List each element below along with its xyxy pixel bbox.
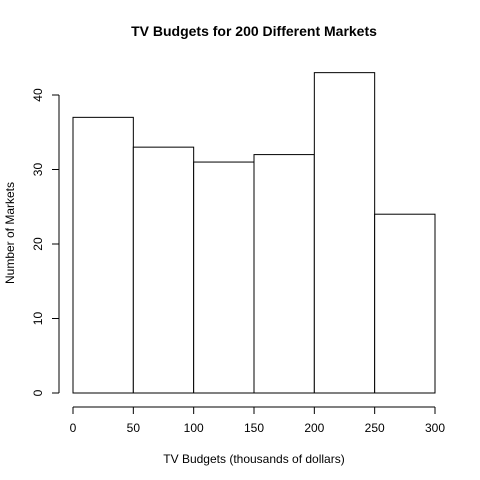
y-tick-label-3: 30: [31, 163, 45, 177]
x-tick-label-6: 300: [425, 421, 445, 435]
y-tick-label-2: 20: [31, 237, 45, 251]
x-tick-label-0: 0: [70, 421, 77, 435]
x-tick-label-1: 50: [127, 421, 141, 435]
x-tick-label-3: 150: [244, 421, 264, 435]
bars-group: [72, 72, 436, 394]
chart-title: TV Budgets for 200 Different Markets: [131, 23, 377, 39]
y-tick-label-4: 40: [31, 88, 45, 102]
x-axis: 0 50 100 150 200 250 300: [70, 406, 445, 435]
x-tick-label-5: 250: [365, 421, 385, 435]
x-axis-label: TV Budgets (thousands of dollars): [163, 452, 344, 466]
bar-5: [374, 213, 436, 394]
bar-1: [132, 146, 195, 394]
bar-4: [313, 72, 376, 394]
y-axis: 0 10 20 30 40: [31, 88, 60, 396]
bar-3: [253, 154, 315, 394]
x-tick-label-4: 200: [304, 421, 324, 435]
y-tick-label-1: 10: [31, 312, 45, 326]
y-tick-label-0: 0: [31, 389, 45, 396]
bar-2: [193, 161, 255, 394]
x-tick-label-2: 100: [184, 421, 204, 435]
y-axis-label: Number of Markets: [3, 182, 17, 284]
bar-0: [72, 116, 134, 394]
